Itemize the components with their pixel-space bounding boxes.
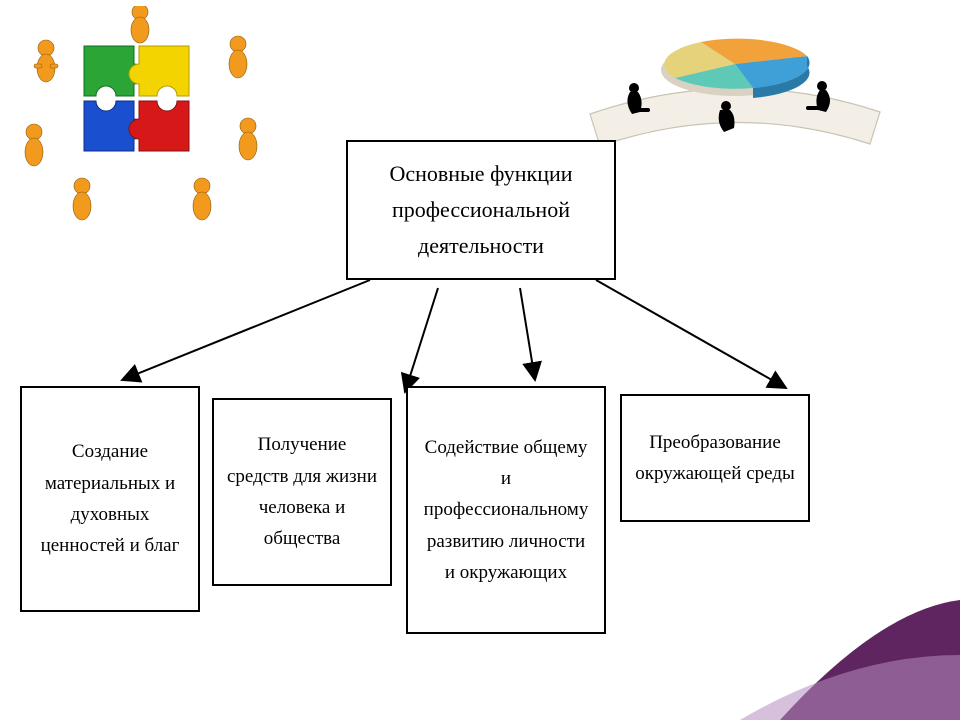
arrow-4 — [596, 280, 786, 388]
child-box-3: Содействие общему и профессиональному ра… — [406, 386, 606, 634]
corner-accent — [740, 600, 960, 720]
root-text: Основные функции профессиональной деятел… — [360, 156, 602, 265]
arrow-2 — [405, 288, 438, 392]
piechart-illustration — [580, 4, 890, 154]
child-box-4: Преобразование окружающей среды — [620, 394, 810, 522]
child-text-1: Создание материальных и духовных ценност… — [34, 436, 186, 561]
child-text-4: Преобразование окружающей среды — [634, 427, 796, 490]
arrow-1 — [122, 280, 370, 380]
puzzle-illustration — [18, 6, 278, 226]
root-box: Основные функции профессиональной деятел… — [346, 140, 616, 280]
child-box-1: Создание материальных и духовных ценност… — [20, 386, 200, 612]
child-text-2: Получение средств для жизни человека и о… — [226, 429, 378, 554]
child-box-2: Получение средств для жизни человека и о… — [212, 398, 392, 586]
arrow-3 — [520, 288, 535, 380]
child-text-3: Содействие общему и профессиональному ра… — [420, 432, 592, 589]
